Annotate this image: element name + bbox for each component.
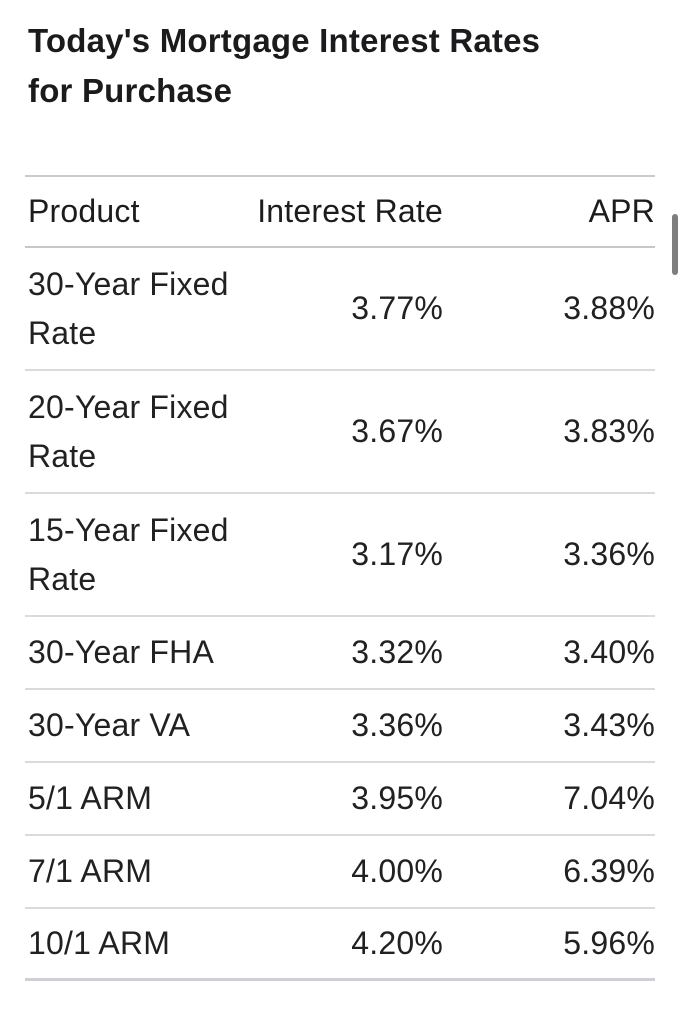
- table-row: 7/1 ARM 4.00% 6.39%: [25, 836, 655, 909]
- product-cell: 10/1 ARM: [28, 925, 171, 961]
- table-row: 20-Year Fixed Rate 3.67% 3.83%: [25, 371, 655, 494]
- vertical-scrollbar-thumb[interactable]: [672, 214, 678, 275]
- table-row: 30-Year VA 3.36% 3.43%: [25, 690, 655, 763]
- product-cell: 30-Year Fixed Rate: [28, 265, 229, 351]
- apr-cell: 3.40%: [563, 634, 655, 670]
- product-cell: 7/1 ARM: [28, 853, 153, 889]
- page-title-line-2: for Purchase: [28, 72, 233, 109]
- interest-rate-cell: 3.67%: [351, 413, 443, 449]
- apr-cell: 3.88%: [563, 290, 655, 326]
- apr-cell: 7.04%: [563, 780, 655, 816]
- interest-rate-cell: 3.17%: [351, 536, 443, 572]
- page-title-line-1: Today's Mortgage Interest Rates: [28, 22, 541, 59]
- interest-rate-cell: 3.32%: [351, 634, 443, 670]
- interest-rate-cell: 4.00%: [351, 853, 443, 889]
- mortgage-rates-table: Product Interest Rate APR 30-Year Fixed …: [25, 175, 655, 981]
- apr-cell: 3.36%: [563, 536, 655, 572]
- product-cell: 20-Year Fixed Rate: [28, 388, 229, 474]
- interest-rate-cell: 3.77%: [351, 290, 443, 326]
- table-row: 30-Year FHA 3.32% 3.40%: [25, 617, 655, 690]
- product-cell: 30-Year FHA: [28, 634, 214, 670]
- product-cell: 5/1 ARM: [28, 780, 153, 816]
- product-cell: 15-Year Fixed Rate: [28, 511, 229, 597]
- apr-cell: 5.96%: [563, 925, 655, 961]
- table-row: 15-Year Fixed Rate 3.17% 3.36%: [25, 494, 655, 617]
- table-header-row: Product Interest Rate APR: [25, 177, 655, 248]
- table-row: 5/1 ARM 3.95% 7.04%: [25, 763, 655, 836]
- page-title: Today's Mortgage Interest Rates for Purc…: [28, 16, 656, 116]
- column-header-interest-rate: Interest Rate: [257, 193, 443, 229]
- apr-cell: 6.39%: [563, 853, 655, 889]
- column-header-product: Product: [28, 193, 140, 229]
- product-cell: 30-Year VA: [28, 707, 191, 743]
- column-header-apr: APR: [588, 193, 655, 229]
- apr-cell: 3.43%: [563, 707, 655, 743]
- interest-rate-cell: 3.95%: [351, 780, 443, 816]
- table-row: 30-Year Fixed Rate 3.77% 3.88%: [25, 248, 655, 371]
- interest-rate-cell: 3.36%: [351, 707, 443, 743]
- table-row: 10/1 ARM 4.20% 5.96%: [25, 909, 655, 981]
- apr-cell: 3.83%: [563, 413, 655, 449]
- interest-rate-cell: 4.20%: [351, 925, 443, 961]
